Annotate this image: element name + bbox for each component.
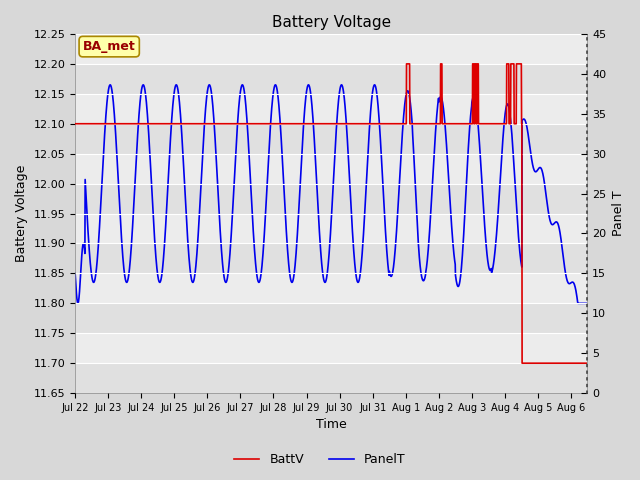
Bar <box>75 333 588 363</box>
PanelT <box>307 91 314 96</box>
PanelT <box>97 192 105 198</box>
Legend: BattV, PanelT: BattV, PanelT <box>229 448 411 471</box>
BattV <box>569 360 577 366</box>
Bar <box>75 154 588 184</box>
Title: Battery Voltage: Battery Voltage <box>272 15 391 30</box>
Bar <box>75 34 588 64</box>
PanelT <box>574 300 582 306</box>
BattV <box>518 360 526 366</box>
PanelT <box>71 271 79 276</box>
PanelT <box>321 278 328 284</box>
Bar <box>75 124 588 154</box>
BattV <box>321 121 328 127</box>
BattV <box>97 121 105 127</box>
PanelT <box>371 82 378 88</box>
PanelT <box>475 131 483 137</box>
Bar <box>75 94 588 124</box>
Bar <box>75 363 588 393</box>
Bar <box>75 274 588 303</box>
X-axis label: Time: Time <box>316 419 347 432</box>
PanelT <box>569 279 577 285</box>
BattV <box>71 121 79 127</box>
Y-axis label: Battery Voltage: Battery Voltage <box>15 165 28 262</box>
Y-axis label: Panel T: Panel T <box>612 191 625 236</box>
Bar <box>75 64 588 94</box>
BattV <box>403 61 410 67</box>
PanelT <box>569 279 577 285</box>
Line: BattV: BattV <box>75 64 588 363</box>
Bar <box>75 184 588 214</box>
Bar <box>75 214 588 243</box>
BattV <box>569 360 577 366</box>
BattV <box>307 121 314 127</box>
BattV <box>584 360 591 366</box>
Bar <box>75 303 588 333</box>
Bar <box>75 243 588 274</box>
PanelT <box>584 300 591 306</box>
BattV <box>475 121 483 127</box>
Text: BA_met: BA_met <box>83 40 136 53</box>
Line: PanelT: PanelT <box>75 85 588 303</box>
